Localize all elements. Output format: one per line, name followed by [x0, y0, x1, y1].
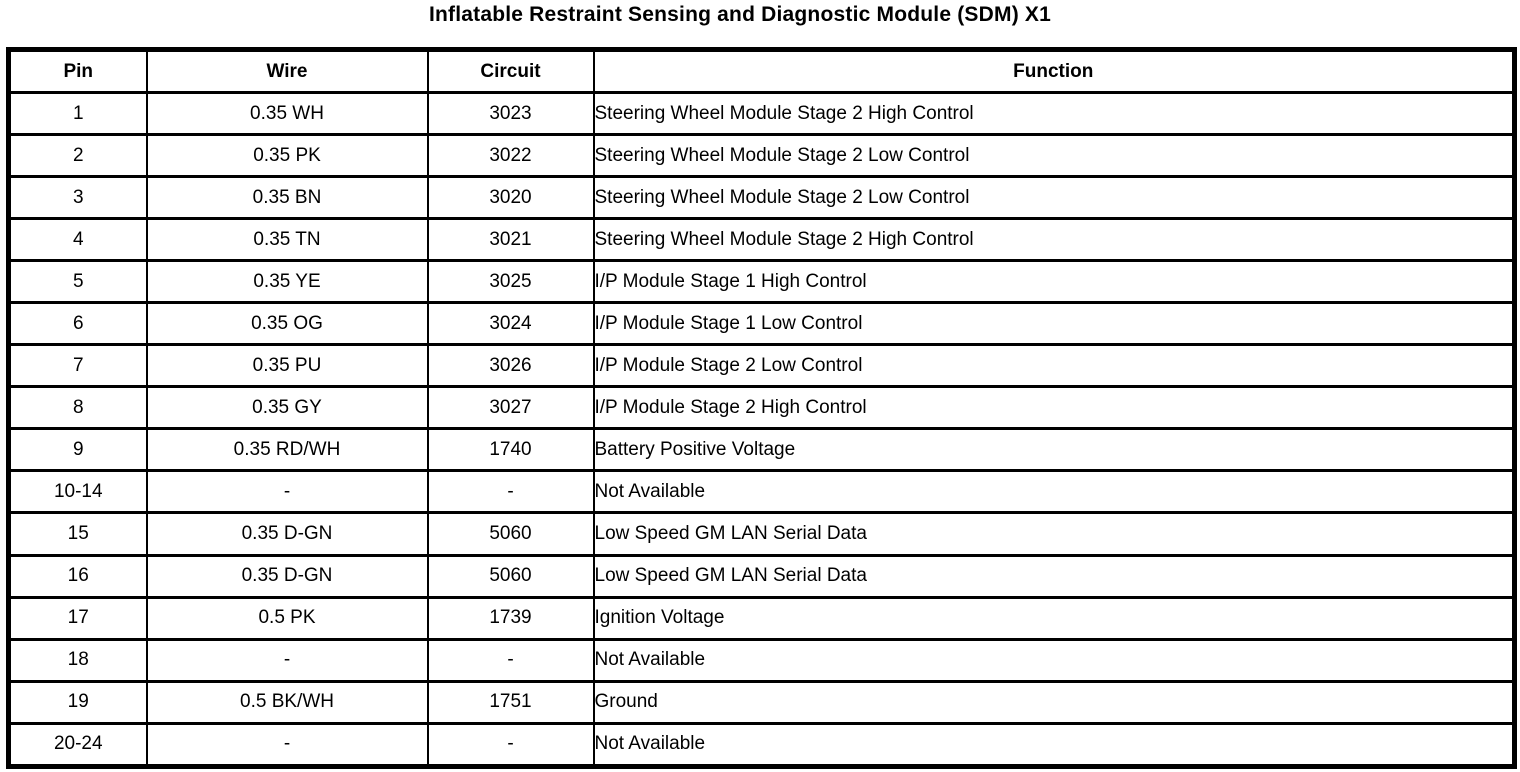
function-cell: Steering Wheel Module Stage 2 High Contr…: [592, 90, 1516, 137]
circuit-cell: 1751: [426, 679, 595, 725]
circuit-cell: 3023: [426, 90, 595, 137]
pin-cell: 16: [7, 553, 148, 599]
wire-cell: -: [145, 721, 429, 769]
connector-pinout-table: Pin Wire Circuit Function 1 0.35 WH 3023…: [6, 47, 1517, 769]
table-row: 20-24 - - Not Available: [7, 721, 1516, 769]
pin-cell: 6: [7, 301, 148, 347]
circuit-cell: -: [426, 637, 595, 683]
wire-cell: 0.35 D-GN: [145, 553, 429, 599]
pin-cell: 19: [7, 679, 148, 725]
pin-cell: 2: [7, 133, 148, 179]
table-row: 2 0.35 PK 3022 Steering Wheel Module Sta…: [7, 133, 1516, 179]
pin-cell: 15: [7, 511, 148, 557]
column-header-function: Function: [592, 48, 1516, 94]
wire-cell: 0.35 RD/WH: [145, 427, 429, 473]
table-row: 10-14 - - Not Available: [7, 469, 1516, 515]
function-cell: Battery Positive Voltage: [592, 427, 1516, 473]
pin-cell: 7: [7, 343, 148, 389]
wire-cell: 0.35 GY: [145, 385, 429, 431]
function-cell: Steering Wheel Module Stage 2 Low Contro…: [592, 175, 1516, 221]
function-cell: I/P Module Stage 1 Low Control: [592, 301, 1516, 347]
circuit-cell: 3026: [426, 343, 595, 389]
wire-cell: 0.5 PK: [145, 595, 429, 641]
column-header-wire: Wire: [145, 48, 429, 94]
table-row: 5 0.35 YE 3025 I/P Module Stage 1 High C…: [7, 259, 1516, 305]
wire-cell: 0.35 PK: [145, 133, 429, 179]
table-row: 16 0.35 D-GN 5060 Low Speed GM LAN Seria…: [7, 553, 1516, 599]
circuit-cell: 3027: [426, 385, 595, 431]
function-cell: Not Available: [592, 469, 1516, 515]
wire-cell: 0.5 BK/WH: [145, 679, 429, 725]
circuit-cell: 3024: [426, 301, 595, 347]
function-cell: Steering Wheel Module Stage 2 High Contr…: [592, 217, 1516, 263]
pin-cell: 8: [7, 385, 148, 431]
function-cell: Low Speed GM LAN Serial Data: [592, 511, 1516, 557]
column-header-pin: Pin: [7, 48, 148, 94]
wire-cell: 0.35 PU: [145, 343, 429, 389]
circuit-cell: 3021: [426, 217, 595, 263]
table-row: 7 0.35 PU 3026 I/P Module Stage 2 Low Co…: [7, 343, 1516, 389]
circuit-cell: -: [426, 469, 595, 515]
pin-cell: 3: [7, 175, 148, 221]
function-cell: I/P Module Stage 2 Low Control: [592, 343, 1516, 389]
circuit-cell: 1740: [426, 427, 595, 473]
table-row: 3 0.35 BN 3020 Steering Wheel Module Sta…: [7, 175, 1516, 221]
pin-cell: 5: [7, 259, 148, 305]
pin-cell: 4: [7, 217, 148, 263]
pin-cell: 9: [7, 427, 148, 473]
table-row: 4 0.35 TN 3021 Steering Wheel Module Sta…: [7, 217, 1516, 263]
table-row: 1 0.35 WH 3023 Steering Wheel Module Sta…: [7, 90, 1516, 137]
function-cell: Steering Wheel Module Stage 2 Low Contro…: [592, 133, 1516, 179]
table-row: 15 0.35 D-GN 5060 Low Speed GM LAN Seria…: [7, 511, 1516, 557]
wire-cell: 0.35 WH: [145, 90, 429, 137]
function-cell: Not Available: [592, 721, 1516, 769]
document-page: Inflatable Restraint Sensing and Diagnos…: [0, 3, 1520, 772]
circuit-cell: 5060: [426, 511, 595, 557]
function-cell: Low Speed GM LAN Serial Data: [592, 553, 1516, 599]
circuit-cell: 5060: [426, 553, 595, 599]
pin-cell: 20-24: [7, 721, 148, 769]
page-title: Inflatable Restraint Sensing and Diagnos…: [428, 3, 1052, 26]
pin-cell: 17: [7, 595, 148, 641]
pin-cell: 18: [7, 637, 148, 683]
circuit-cell: -: [426, 721, 595, 769]
wire-cell: 0.35 TN: [145, 217, 429, 263]
circuit-cell: 1739: [426, 595, 595, 641]
pin-cell: 10-14: [7, 469, 148, 515]
wire-cell: -: [145, 637, 429, 683]
wire-cell: 0.35 OG: [145, 301, 429, 347]
wire-cell: 0.35 YE: [145, 259, 429, 305]
table-header-row: Pin Wire Circuit Function: [7, 48, 1516, 94]
wire-cell: 0.35 D-GN: [145, 511, 429, 557]
circuit-cell: 3022: [426, 133, 595, 179]
function-cell: I/P Module Stage 2 High Control: [592, 385, 1516, 431]
pin-cell: 1: [7, 90, 148, 137]
table-row: 19 0.5 BK/WH 1751 Ground: [7, 679, 1516, 725]
column-header-circuit: Circuit: [426, 48, 595, 94]
function-cell: I/P Module Stage 1 High Control: [592, 259, 1516, 305]
circuit-cell: 3020: [426, 175, 595, 221]
table-row: 8 0.35 GY 3027 I/P Module Stage 2 High C…: [7, 385, 1516, 431]
wire-cell: 0.35 BN: [145, 175, 429, 221]
circuit-cell: 3025: [426, 259, 595, 305]
table-row: 9 0.35 RD/WH 1740 Battery Positive Volta…: [7, 427, 1516, 473]
table-row: 6 0.35 OG 3024 I/P Module Stage 1 Low Co…: [7, 301, 1516, 347]
function-cell: Not Available: [592, 637, 1516, 683]
table-row: 18 - - Not Available: [7, 637, 1516, 683]
table-row: 17 0.5 PK 1739 Ignition Voltage: [7, 595, 1516, 641]
wire-cell: -: [145, 469, 429, 515]
function-cell: Ground: [592, 679, 1516, 725]
function-cell: Ignition Voltage: [592, 595, 1516, 641]
